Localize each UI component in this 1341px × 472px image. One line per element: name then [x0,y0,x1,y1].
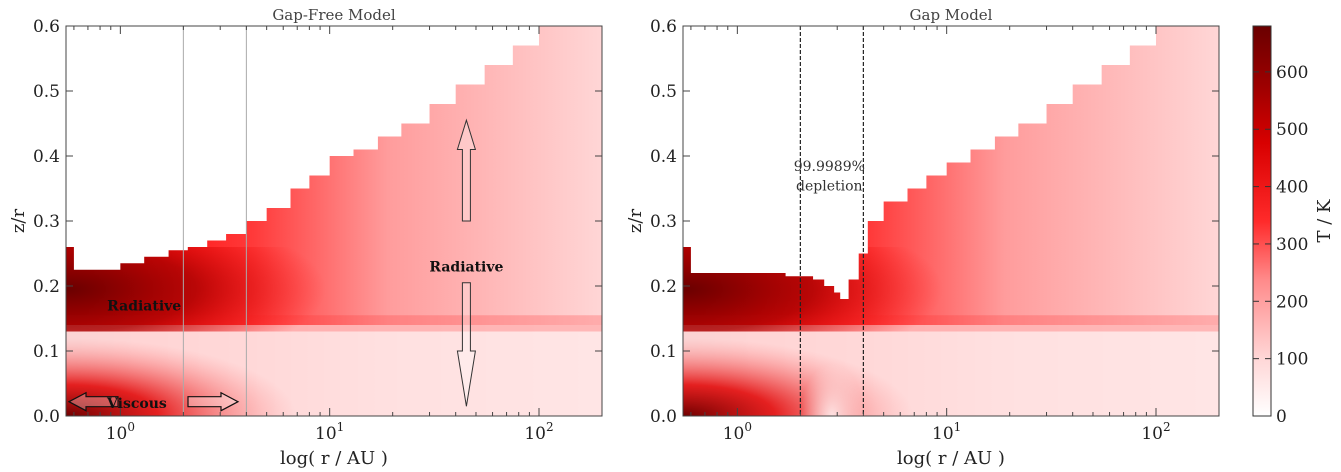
y-tick-label: 0.5 [33,82,60,102]
colorbar-tick-label: 200 [1276,292,1308,312]
y-tick-label: 0.6 [33,17,60,37]
colorbar-tick-label: 400 [1276,178,1308,198]
x-tick-label: 102 [524,420,553,444]
y-tick-label: 0.2 [33,277,60,297]
heatmap-field [66,26,602,416]
viscous-midplane [66,338,296,416]
arrow-up-icon [456,118,477,222]
annotation-label: Radiative [429,260,503,276]
colorbar-tick-label: 100 [1276,350,1308,370]
y-tick-label: 0.1 [33,342,60,362]
heatmap-field [683,26,1219,416]
gap-free-model-panel: Gap-Free Model 0.0 0.1 0.2 0.3 0.4 0.5 0.6 100 10… [8,6,603,469]
colorbar-tick-label: 0 [1276,407,1287,427]
panel-title: Gap Model [910,6,993,24]
x-axis-label: log( r / AU ) [897,448,1005,469]
y-axis-label: z/r [625,209,646,234]
x-tick-label: 101 [932,420,961,444]
y-tick-label: 0.4 [33,147,60,167]
y-tick-label: 0.6 [650,17,677,37]
y-tick-label: 0.3 [650,212,677,232]
y-axis-label: z/r [8,209,29,234]
annotation-label: depletion [796,178,863,194]
x-axis-label: log( r / AU ) [280,448,388,469]
temperature-colorbar: 0 100 200 300 400 500 600 T / K [1252,25,1335,427]
y-tick-label: 0.0 [33,407,60,427]
viscous-midplane [683,338,913,416]
y-tick-label: 0.4 [650,147,677,167]
colorbar-tick-label: 500 [1276,120,1308,140]
colorbar-tick-label: 600 [1276,63,1308,83]
arrow-right-icon [187,391,240,412]
y-tick-label: 0.1 [650,342,677,362]
atmosphere-region [683,26,1219,299]
y-tick-label: 0.3 [33,212,60,232]
y-tick-label: 0.5 [650,82,677,102]
x-tick-label: 102 [1141,420,1170,444]
colorbar-tick-label: 300 [1276,235,1308,255]
arrow-left-icon [67,391,119,412]
atmosphere-region [66,26,602,270]
annotation-label: Radiative [107,299,181,315]
x-tick-label: 100 [723,420,752,444]
colorbar-label: T / K [1314,199,1335,243]
panel-title: Gap-Free Model [272,6,396,24]
x-tick-label: 101 [315,420,344,444]
y-tick-label: 0.0 [650,407,677,427]
gap-model-panel: Gap Model 0.0 0.1 0.2 0.3 0.4 0.5 0.6 100 101 102 l… [625,6,1220,469]
annotation-label: 99.9989% [794,159,865,175]
colorbar-gradient [1252,25,1272,417]
annotation-label: Viscous [106,396,167,412]
x-tick-label: 100 [106,420,135,444]
arrow-down-icon [456,282,476,407]
gap-region [800,312,864,416]
y-tick-label: 0.2 [650,277,677,297]
